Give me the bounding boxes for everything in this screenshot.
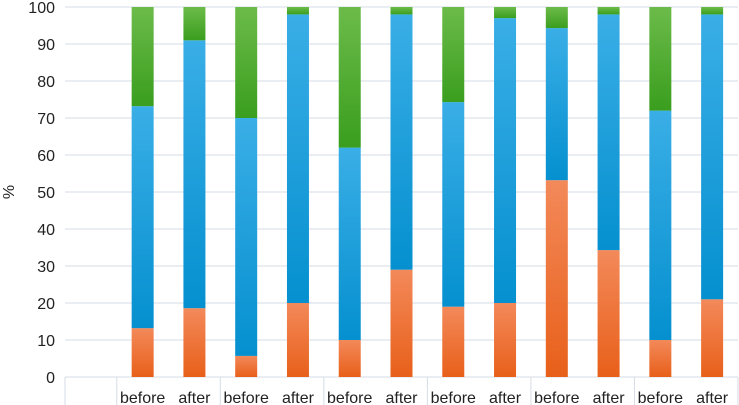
- x-tick-label: before: [638, 390, 683, 405]
- bar-blue-segment: [235, 118, 258, 356]
- bar-green-segment: [131, 7, 154, 107]
- y-tick-label: 20: [37, 296, 55, 313]
- bar-green-segment: [597, 7, 620, 15]
- bar-green-segment: [701, 7, 724, 15]
- x-tick-label: after: [178, 390, 211, 405]
- bar-orange-segment: [597, 250, 620, 377]
- bar-green-segment: [235, 7, 258, 118]
- bar-blue-segment: [183, 40, 206, 309]
- x-tick-label: after: [282, 390, 315, 405]
- bar-blue-segment: [545, 28, 568, 181]
- bar-blue-segment: [442, 102, 465, 307]
- x-tick-label: after: [385, 390, 418, 405]
- bar-green-segment: [286, 7, 309, 15]
- x-tick-label: before: [327, 390, 372, 405]
- x-tick-label: before: [120, 390, 165, 405]
- y-tick-label: 30: [37, 259, 55, 276]
- x-tick-label: after: [696, 390, 729, 405]
- bar-blue-segment: [701, 14, 724, 300]
- y-tick-label: 0: [46, 370, 55, 387]
- x-tick-label: after: [489, 390, 522, 405]
- y-tick-label: 90: [37, 37, 55, 54]
- bar-orange-segment: [286, 303, 309, 377]
- y-tick-label: 50: [37, 185, 55, 202]
- y-tick-label: 70: [37, 111, 55, 128]
- bar-orange-segment: [701, 299, 724, 377]
- x-tick-label: before: [431, 390, 476, 405]
- bar-blue-segment: [286, 14, 309, 304]
- bar-green-segment: [442, 7, 465, 103]
- bar-orange-segment: [442, 306, 465, 377]
- bar-blue-segment: [131, 106, 154, 329]
- bar-blue-segment: [649, 110, 672, 340]
- bar-orange-segment: [338, 340, 361, 377]
- y-axis-label: %: [1, 185, 18, 199]
- bar-green-segment: [183, 7, 206, 41]
- y-tick-label: 80: [37, 74, 55, 91]
- bar-orange-segment: [545, 180, 568, 377]
- bar-orange-segment: [235, 355, 258, 377]
- bar-green-segment: [390, 7, 413, 15]
- bar-green-segment: [545, 7, 568, 29]
- bar-green-segment: [649, 7, 672, 111]
- bar-blue-segment: [390, 14, 413, 270]
- bar-orange-segment: [390, 269, 413, 377]
- bar-orange-segment: [131, 328, 154, 377]
- x-tick-label: before: [534, 390, 579, 405]
- bar-blue-segment: [338, 147, 361, 340]
- bar-green-segment: [494, 7, 517, 19]
- y-tick-label: 60: [37, 148, 55, 165]
- bar-orange-segment: [494, 303, 517, 377]
- x-tick-label: after: [593, 390, 626, 405]
- bar-orange-segment: [183, 308, 206, 377]
- y-tick-label: 10: [37, 333, 55, 350]
- x-tick-label: before: [224, 390, 269, 405]
- bar-blue-segment: [597, 14, 620, 251]
- bar-green-segment: [338, 7, 361, 148]
- bar-orange-segment: [649, 340, 672, 377]
- y-tick-label: 40: [37, 222, 55, 239]
- y-tick-label: 100: [28, 0, 55, 17]
- bar-blue-segment: [494, 18, 517, 303]
